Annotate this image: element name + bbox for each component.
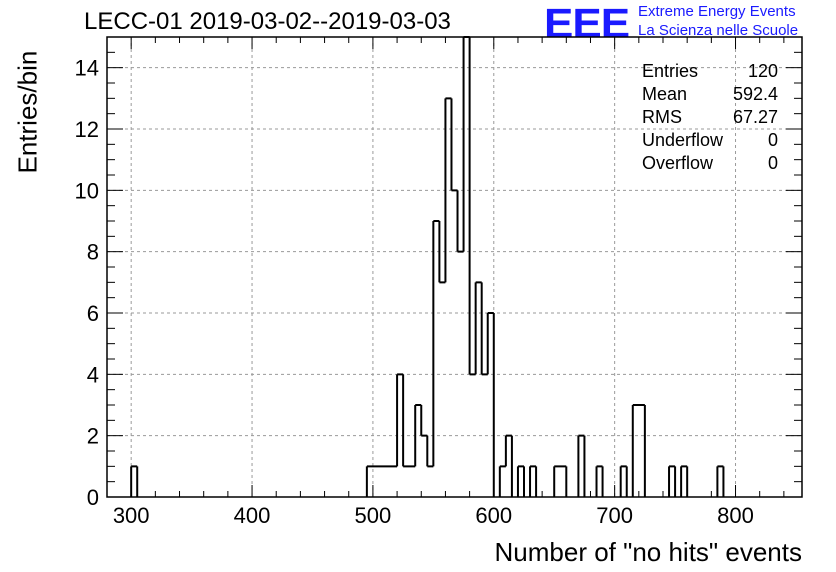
stats-label: RMS	[642, 107, 682, 127]
stats-value: 0	[767, 153, 778, 173]
stats-box: Entries 120 Mean 592.4 RMS 67.27 Underflow 0 Ove…	[642, 60, 778, 175]
x-tick-label: 300	[113, 503, 150, 528]
y-tick-label: 12	[75, 117, 99, 142]
stats-value: 67.27	[732, 107, 778, 127]
y-tick-label: 4	[87, 362, 99, 387]
chart-title: LECC-01 2019-03-02--2019-03-03	[84, 8, 451, 35]
stats-row: Entries 120	[642, 60, 778, 83]
y-tick-label: 0	[87, 485, 99, 510]
y-tick-label: 14	[75, 56, 99, 81]
y-tick-label: 2	[87, 424, 99, 449]
histogram-bin	[439, 282, 445, 497]
stats-row: Underflow 0	[642, 129, 778, 152]
stats-label: Entries	[642, 61, 699, 81]
plot-frame	[106, 36, 803, 498]
stats-value: 120	[747, 61, 778, 81]
stats-value: 0	[767, 130, 778, 150]
stats-label: Overflow	[642, 153, 714, 173]
x-tick-label: 500	[355, 503, 392, 528]
stats-row: RMS 67.27	[642, 106, 778, 129]
histogram-bin	[385, 466, 391, 497]
x-tick-label: 600	[475, 503, 512, 528]
histogram-bin	[379, 466, 385, 497]
x-tick-label: 700	[596, 503, 633, 528]
y-tick-label: 8	[87, 240, 99, 265]
histogram-outline	[130, 36, 725, 497]
y-tick-label: 6	[87, 301, 99, 326]
histogram-bin	[409, 466, 415, 497]
histogram-bin	[391, 466, 397, 497]
y-axis-label: Entries/bin	[12, 50, 43, 174]
histogram-bin	[403, 466, 409, 497]
histogram-bin	[427, 466, 433, 497]
logo-line-2: La Scienza nelle Scuole	[638, 22, 799, 39]
x-axis-label: Number of "no hits" events	[494, 537, 803, 567]
stats-row: Overflow 0	[642, 152, 778, 175]
logo-caption: Extreme Energy Events La Scienza nelle S…	[638, 2, 798, 40]
stats-label: Mean	[642, 84, 688, 104]
stats-label: Underflow	[642, 130, 724, 150]
histogram-bin	[373, 466, 379, 497]
stats-value: 592.4	[732, 84, 778, 104]
x-tick-label: 800	[717, 503, 754, 528]
stats-row: Mean 592.4	[642, 83, 778, 106]
x-tick-label: 400	[234, 503, 271, 528]
y-tick-label: 10	[75, 178, 99, 203]
logo-line-1: Extreme Energy Events	[638, 3, 796, 20]
